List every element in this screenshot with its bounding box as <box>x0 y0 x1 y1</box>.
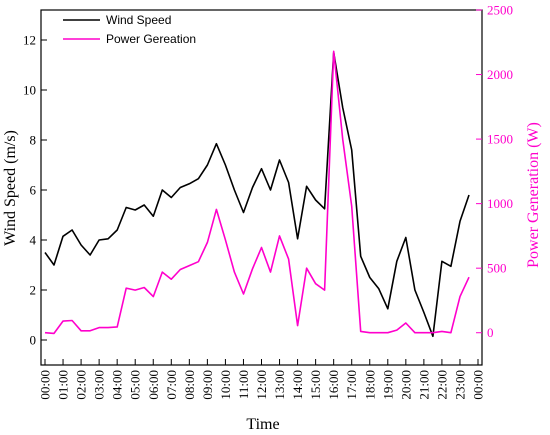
x-tick-label: 16:00 <box>326 370 341 400</box>
x-tick-label: 02:00 <box>74 370 89 400</box>
right-tick-label: 1000 <box>487 196 513 211</box>
x-tick-label: 15:00 <box>308 370 323 400</box>
x-tick-label: 04:00 <box>110 370 125 400</box>
x-tick-label: 18:00 <box>362 370 377 400</box>
left-tick-label: 6 <box>30 183 37 198</box>
x-tick-label: 07:00 <box>164 370 179 400</box>
x-tick-label: 19:00 <box>380 370 395 400</box>
power-generation-line <box>44 50 470 335</box>
x-tick-label: 05:00 <box>128 370 143 400</box>
x-tick-label: 09:00 <box>200 370 215 400</box>
x-tick-label: 03:00 <box>92 370 107 400</box>
x-tick-label: 10:00 <box>218 370 233 400</box>
x-tick-label: 06:00 <box>146 370 161 400</box>
legend: Wind Speed Power Gereation <box>63 13 196 46</box>
x-axis-title: Time <box>246 416 279 433</box>
right-axis-title: Power Generation (W) <box>525 122 542 268</box>
x-tick-label: 00:00 <box>38 370 53 400</box>
left-tick-label: 8 <box>30 133 37 148</box>
x-tick-label: 08:00 <box>182 370 197 400</box>
right-tick-label: 0 <box>487 325 494 340</box>
plot-frame <box>40 9 483 366</box>
x-tick-label: 01:00 <box>56 370 71 400</box>
x-tick-label: 17:00 <box>344 370 359 400</box>
x-tick-label: 00:00 <box>471 370 486 400</box>
x-tick-label: 14:00 <box>290 370 305 400</box>
right-tick-label: 500 <box>487 261 507 276</box>
right-tick-label: 2500 <box>487 3 513 18</box>
wind-speed-line <box>44 51 470 338</box>
left-tick-label: 0 <box>30 333 37 348</box>
left-tick-label: 4 <box>30 233 37 248</box>
legend-power-generation-label: Power Gereation <box>106 32 196 46</box>
legend-wind-speed-label: Wind Speed <box>106 13 171 27</box>
right-axis-ticks: 0 500 1000 1500 2000 2500 <box>476 3 513 340</box>
x-tick-label: 22:00 <box>434 370 449 400</box>
x-tick-label: 21:00 <box>416 370 431 400</box>
x-tick-label: 23:00 <box>452 370 467 400</box>
left-tick-label: 12 <box>23 33 36 48</box>
x-axis-ticks: 00:00 01:00 02:00 03:00 04:00 05:00 06:00 07:00… <box>38 359 486 400</box>
x-tick-label: 13:00 <box>272 370 287 400</box>
right-tick-label: 1500 <box>487 132 513 147</box>
right-tick-label: 2000 <box>487 67 513 82</box>
left-tick-label: 10 <box>23 83 36 98</box>
x-tick-label: 11:00 <box>236 370 251 399</box>
x-tick-label: 20:00 <box>398 370 413 400</box>
left-tick-label: 2 <box>30 283 37 298</box>
x-tick-label: 12:00 <box>254 370 269 400</box>
left-axis-title: Wind Speed (m/s) <box>2 130 19 246</box>
left-axis-ticks: 0 2 4 6 8 10 12 <box>23 33 47 348</box>
